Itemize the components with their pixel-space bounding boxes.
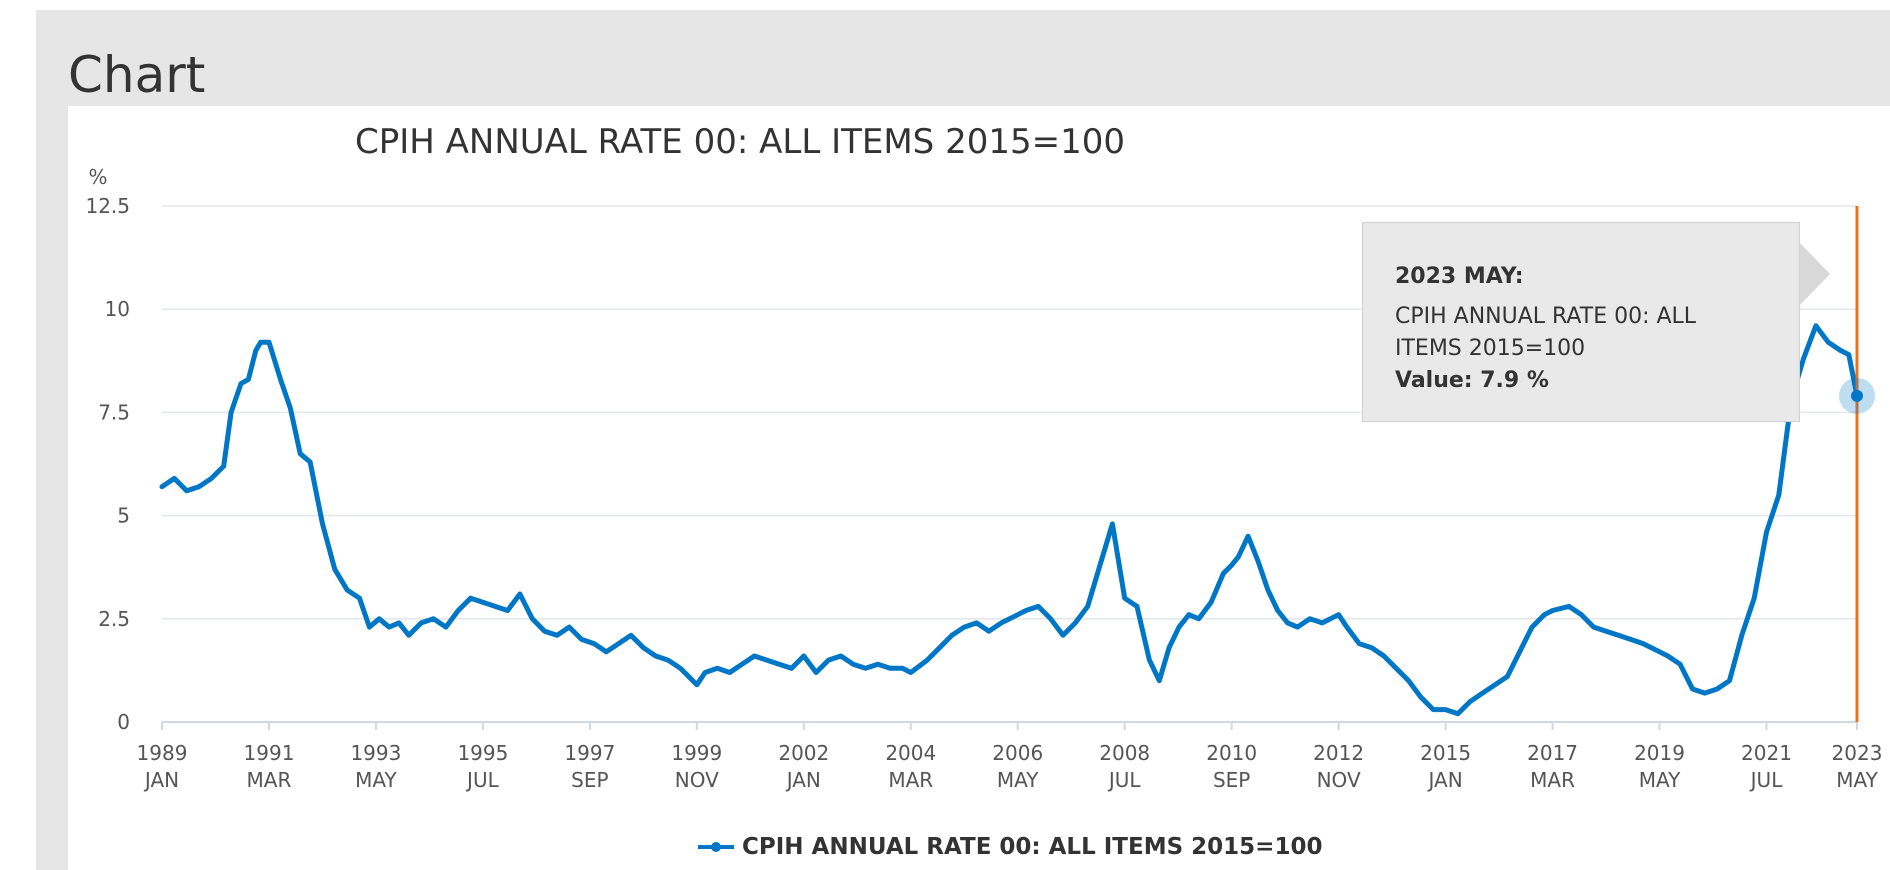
y-tick-label: 10 <box>105 297 130 321</box>
x-tick-label-year: 2021 <box>1741 741 1792 765</box>
x-tick-label-year: 1993 <box>350 741 401 765</box>
x-tick-label-year: 1995 <box>457 741 508 765</box>
x-tick-label-year: 1999 <box>671 741 722 765</box>
y-tick-label: 5 <box>117 504 130 528</box>
x-tick-label-year: 2010 <box>1206 741 1257 765</box>
data-tooltip: 2023 MAY: CPIH ANNUAL RATE 00: ALL ITEMS… <box>1362 222 1800 422</box>
x-tick-label-year: 2006 <box>992 741 1043 765</box>
x-tick-label-year: 2012 <box>1313 741 1364 765</box>
tooltip-series-name: CPIH ANNUAL RATE 00: ALL ITEMS 2015=100 <box>1395 304 1697 361</box>
x-tick-label-month: MAR <box>247 768 292 792</box>
series-line[interactable] <box>159 323 1860 717</box>
tooltip-arrow-icon <box>1800 243 1830 305</box>
x-tick-label-month: NOV <box>675 768 719 792</box>
x-tick-label-month: JUL <box>465 768 500 792</box>
x-tick-label-year: 2017 <box>1527 741 1578 765</box>
x-tick-label-month: JUL <box>1107 768 1142 792</box>
x-tick-label-month: NOV <box>1317 768 1361 792</box>
tooltip-date: 2023 MAY: <box>1395 264 1524 289</box>
legend-label: CPIH ANNUAL RATE 00: ALL ITEMS 2015=100 <box>742 834 1323 860</box>
x-tick-label-year: 1989 <box>137 741 188 765</box>
x-tick-label-year: 2015 <box>1420 741 1471 765</box>
chart-legend[interactable]: CPIH ANNUAL RATE 00: ALL ITEMS 2015=100 <box>698 832 1322 862</box>
y-tick-label: 12.5 <box>85 194 130 218</box>
tooltip-value: Value: 7.9 % <box>1395 368 1549 393</box>
x-tick-label-month: MAY <box>1639 768 1681 792</box>
y-tick-label: 7.5 <box>98 400 130 424</box>
x-tick-label-month: SEP <box>571 768 608 792</box>
panel-heading: Chart <box>68 46 206 104</box>
x-tick-label-month: MAR <box>1530 768 1575 792</box>
x-tick-label-month: JAN <box>785 768 821 792</box>
x-tick-label-month: MAY <box>997 768 1039 792</box>
x-tick-label-month: MAY <box>355 768 397 792</box>
x-tick-label-year: 2004 <box>885 741 936 765</box>
y-axis-unit-label: % <box>88 165 107 189</box>
x-tick-label-year: 1997 <box>564 741 615 765</box>
x-tick-label-month: JAN <box>143 768 179 792</box>
x-tick-label-month: MAR <box>888 768 933 792</box>
x-tick-label-year: 2002 <box>778 741 829 765</box>
x-tick-label-year: 1991 <box>244 741 295 765</box>
hover-point-marker[interactable] <box>1851 389 1863 402</box>
chart-title: CPIH ANNUAL RATE 00: ALL ITEMS 2015=100 <box>355 122 1125 162</box>
x-tick-label-month: JUL <box>1749 768 1784 792</box>
x-tick-label-month: JAN <box>1427 768 1463 792</box>
y-tick-label: 2.5 <box>98 607 130 631</box>
legend-line-marker-icon <box>698 837 734 857</box>
y-tick-label: 0 <box>117 710 130 734</box>
x-tick-label-month: SEP <box>1213 768 1250 792</box>
chart-panel: Chart <box>36 10 1890 870</box>
x-tick-label-month: MAY <box>1836 768 1878 792</box>
x-tick-label-year: 2019 <box>1634 741 1685 765</box>
x-tick-label-year: 2023 <box>1832 741 1883 765</box>
x-tick-label-year: 2008 <box>1099 741 1150 765</box>
